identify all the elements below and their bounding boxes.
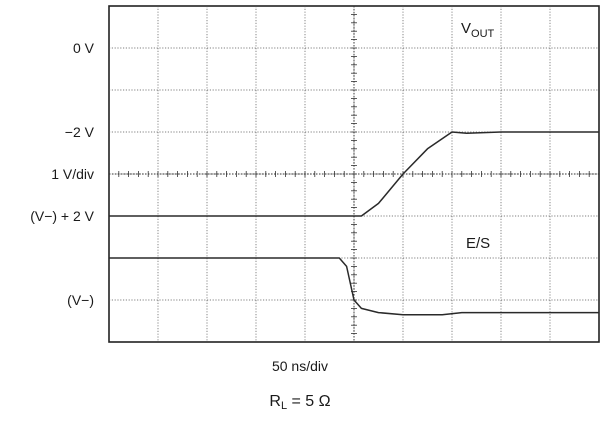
traces bbox=[109, 131, 599, 316]
y-axis-labels: 0 V −2 V 1 V/div (V−) + 2 V (V−) bbox=[30, 40, 94, 308]
es-trace-label: E/S bbox=[466, 235, 490, 252]
x-axis-division-label: 50 ns/div bbox=[271, 358, 329, 374]
vout-label-sub: OUT bbox=[471, 28, 495, 40]
y-label-volts-per-div: 1 V/div bbox=[51, 166, 94, 182]
y-label-minus-2v: −2 V bbox=[65, 124, 95, 140]
vout-label-main: V bbox=[461, 20, 471, 37]
y-label-0v: 0 V bbox=[73, 40, 95, 56]
grid bbox=[108, 5, 600, 343]
y-label-vminus: (V−) bbox=[67, 292, 94, 308]
caption-base: R bbox=[269, 393, 281, 410]
caption-sub: L bbox=[280, 400, 288, 412]
y-label-vminus-plus-2v: (V−) + 2 V bbox=[30, 208, 94, 224]
load-caption: RL = 5 Ω bbox=[55, 393, 545, 412]
vout-trace-label: VOUT bbox=[461, 20, 495, 40]
es-trace bbox=[109, 257, 599, 316]
vout-trace bbox=[109, 131, 599, 217]
caption-rest: = 5 Ω bbox=[287, 393, 331, 410]
